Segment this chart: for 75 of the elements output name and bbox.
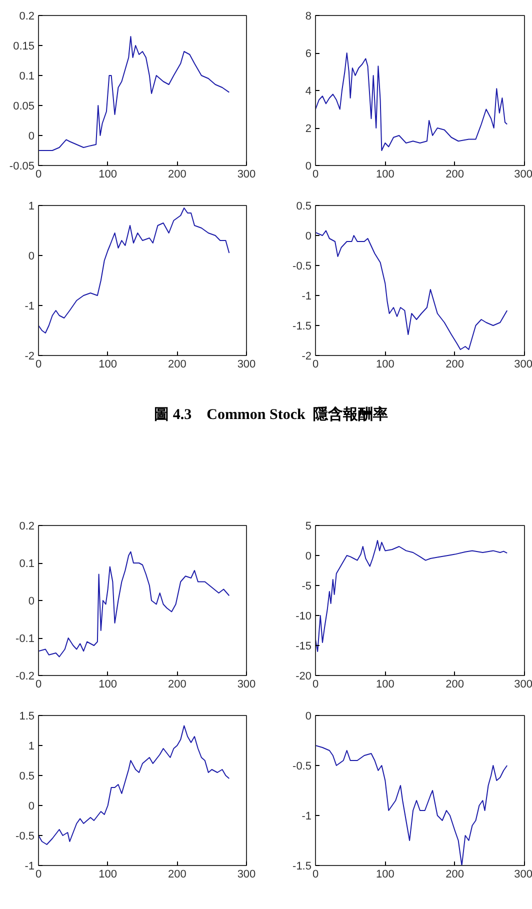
x-tick-label: 300 xyxy=(514,868,532,880)
y-tick-label: 1 xyxy=(28,740,35,752)
y-tick-label: 0.2 xyxy=(19,520,35,532)
line-series xyxy=(316,52,508,151)
y-tick-label: -1 xyxy=(24,300,34,312)
x-tick-label: 200 xyxy=(168,868,186,880)
y-tick-label: 8 xyxy=(305,10,312,22)
y-tick-label: 0.15 xyxy=(13,40,35,52)
y-tick-label: -0.05 xyxy=(9,160,35,172)
x-tick-label: 100 xyxy=(98,678,118,690)
x-tick-label: 100 xyxy=(376,168,394,180)
y-tick-label: 0 xyxy=(28,250,35,262)
y-tick-label: -0.5 xyxy=(292,260,312,272)
x-tick-label: 300 xyxy=(514,168,532,180)
line-series xyxy=(316,540,508,652)
y-tick-label: -0.2 xyxy=(16,670,35,682)
line-series xyxy=(38,208,230,334)
x-tick-label: 100 xyxy=(376,358,394,370)
y-tick-label: -15 xyxy=(296,640,312,652)
y-tick-label: 0 xyxy=(305,230,312,242)
y-tick-label: 0 xyxy=(305,160,312,172)
x-tick-label: 200 xyxy=(446,358,464,370)
x-tick-label: 200 xyxy=(168,358,186,370)
y-tick-label: -1 xyxy=(24,860,34,872)
y-tick-label: -0.5 xyxy=(16,830,35,842)
y-tick-label: -2 xyxy=(302,350,312,362)
y-tick-label: 0.1 xyxy=(19,558,35,570)
x-tick-label: 300 xyxy=(237,168,256,180)
x-tick-label: 200 xyxy=(168,678,186,690)
x-tick-label: 300 xyxy=(514,358,532,370)
y-tick-label: -1 xyxy=(302,290,312,302)
y-tick-label: -5 xyxy=(302,580,312,592)
line-series xyxy=(316,745,508,866)
x-tick-label: 200 xyxy=(446,868,464,880)
line-series xyxy=(316,230,508,350)
x-tick-label: 100 xyxy=(98,168,118,180)
y-tick-label: -10 xyxy=(296,610,312,622)
caption: 圖 4.3 Common Stock 隱含報酬率 xyxy=(154,405,388,425)
y-tick-label: 0.2 xyxy=(19,10,35,22)
y-tick-label: 0.1 xyxy=(19,70,35,82)
x-tick-label: 100 xyxy=(376,678,394,690)
y-tick-label: 6 xyxy=(305,48,312,60)
y-tick-label: -1 xyxy=(302,810,312,822)
x-tick-label: 200 xyxy=(446,678,464,690)
x-tick-label: 200 xyxy=(446,168,464,180)
y-tick-label: 4 xyxy=(305,86,312,98)
x-tick-label: 100 xyxy=(376,868,394,880)
line-series xyxy=(38,551,230,658)
line-series xyxy=(38,725,230,845)
y-tick-label: 5 xyxy=(305,520,312,532)
y-tick-label: 0.05 xyxy=(13,100,35,112)
line-series xyxy=(38,36,230,151)
y-tick-label: -2 xyxy=(24,350,34,362)
y-tick-label: 2 xyxy=(305,123,312,135)
x-tick-label: 100 xyxy=(98,358,118,370)
y-tick-label: -1.5 xyxy=(292,860,312,872)
y-tick-label: 0 xyxy=(28,130,35,142)
y-tick-label: 0.5 xyxy=(19,770,35,782)
y-tick-label: -1.5 xyxy=(292,320,312,332)
y-tick-label: 0 xyxy=(28,596,35,608)
y-tick-label: -20 xyxy=(296,670,312,682)
x-tick-label: 300 xyxy=(237,868,256,880)
y-tick-label: 0 xyxy=(305,710,312,722)
y-tick-label: 0.5 xyxy=(296,200,312,212)
y-tick-label: 1.5 xyxy=(19,710,35,722)
y-tick-label: 0 xyxy=(305,550,312,562)
x-tick-label: 100 xyxy=(98,868,118,880)
y-tick-label: 1 xyxy=(28,200,35,212)
x-tick-label: 300 xyxy=(514,678,532,690)
y-tick-label: -0.1 xyxy=(16,633,35,645)
y-tick-label: 0 xyxy=(28,800,35,812)
x-tick-label: 200 xyxy=(168,168,186,180)
x-tick-label: 300 xyxy=(237,678,256,690)
x-tick-label: 300 xyxy=(237,358,256,370)
y-tick-label: -0.5 xyxy=(292,760,312,772)
